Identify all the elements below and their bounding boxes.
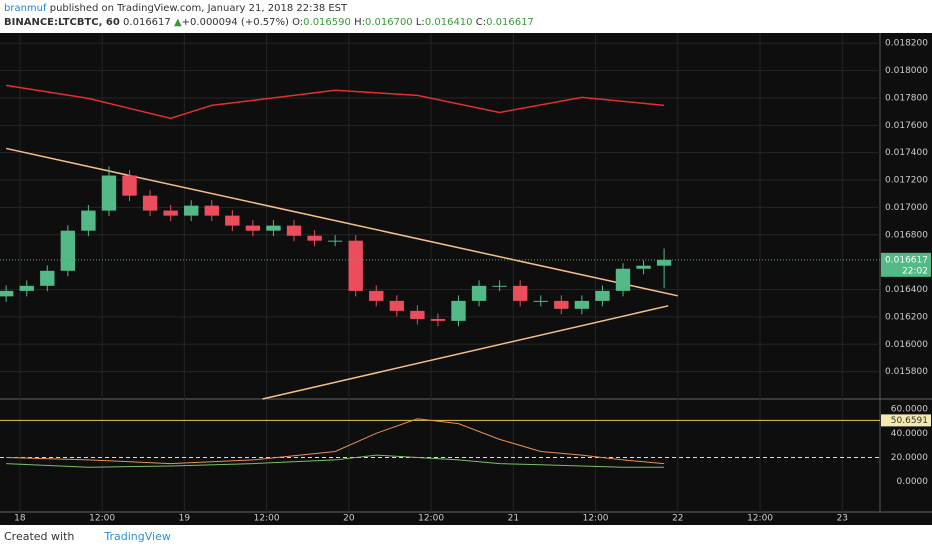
y-tick-label: 0.017200 [885,176,928,186]
candle-body [430,318,446,321]
candle-body [615,268,631,291]
x-tick-label: 12:00 [418,514,444,524]
candle-body [163,210,178,216]
brand[interactable]: TradingView [104,530,171,543]
background [0,33,932,525]
candle-body [40,270,55,286]
candle-body [656,259,672,266]
header: branmuf published on TradingView.com, Ja… [4,2,534,30]
indicator-line [262,305,669,400]
y-tick-label: 40.0000 [891,429,928,439]
high: 0.016700 [364,17,413,28]
c-label: C: [475,17,487,28]
y-tick-label: 0.017400 [885,148,928,158]
y-tick-label: 0.017600 [885,121,928,131]
change: +0.000094 (+0.57%) [181,17,289,28]
candle-body [19,285,34,291]
candle-body [389,300,405,311]
current-box [881,414,931,427]
l-label: L: [415,17,425,28]
candle-body [492,285,507,287]
y-tick-label: 0.016800 [885,230,928,240]
candle-body [533,300,548,302]
arrow: ▲ [173,17,182,28]
candle-body [245,225,261,231]
candle-body [204,205,219,216]
candle-body [60,230,76,271]
x-tick-label: 12:00 [747,514,773,524]
y-tick-label: 0.0000 [897,477,929,487]
y-tick-label: 0.017800 [885,93,928,103]
x-tick-label: 18 [14,514,26,524]
y-tick-label: 0.016400 [885,285,928,295]
current-label: 50.6591 [891,416,928,426]
candle-body [286,225,302,236]
close: 0.016617 [486,17,534,28]
open: 0.016590 [303,17,351,28]
last-price-box [881,252,931,277]
y-tick-label: 0.016000 [885,340,928,350]
candle-body [122,175,137,196]
x-tick-label: 22 [672,514,683,524]
x-tick-label: 12:00 [254,514,280,524]
y-tick-label: 60.0000 [891,405,928,415]
publish-line: branmuf published on TradingView.com, Ja… [4,2,534,16]
candle-body [574,300,590,309]
x-tick-label: 19 [179,514,191,524]
chart: 18 12:00 19 12:00 20 12:00 21 12:00 22 12:00 23 0.0… [0,33,932,525]
countdown: 22:02 [902,266,928,276]
candle-body [81,210,96,231]
candle-body [554,300,569,309]
candle-body [595,290,610,301]
candle-body [266,225,281,231]
h-label: H: [354,17,365,28]
candle-body [0,290,14,297]
symbol-line: BINANCE:LTCBTC, 60 0.016617 ▲+0.000094 (… [4,16,534,30]
low: 0.016410 [424,17,473,28]
y-tick-label: 0.017000 [885,203,928,213]
footer: Created with TradingView [4,530,171,543]
last: 0.016617 [123,17,171,28]
published: published on TradingView.com, January 21… [49,3,348,14]
indicator-line [6,84,665,120]
candle-body [451,300,466,321]
y-tick-label: 0.018000 [885,66,928,76]
candle-body [636,265,651,269]
x-tick-label: 12:00 [583,514,609,524]
last-price-label: 0.016617 [885,255,928,265]
x-tick-label: 23 [837,514,848,524]
candle-body [142,195,158,211]
candle-body [225,215,240,226]
candle-body [369,290,384,301]
candle-body [410,310,425,319]
created: Created with [4,530,75,543]
oscillator-line [6,454,665,468]
symbol: BINANCE:LTCBTC, 60 [4,17,120,28]
y-tick-label: 0.016200 [885,312,928,322]
x-tick-label: 21 [508,514,519,524]
candle-body [327,240,343,242]
indicator-line [6,147,678,297]
candle-body [512,285,528,301]
candle-body [307,235,322,241]
candle-body [184,205,199,216]
x-tick-label: 12:00 [89,514,115,524]
author[interactable]: branmuf [4,3,47,14]
x-tick-label: 20 [343,514,355,524]
candle-body [471,285,487,301]
o-label: O: [292,17,304,28]
y-tick-label: 0.015800 [885,367,928,377]
y-tick-label: 0.018200 [885,39,928,49]
candle-body [101,175,117,211]
y-tick-label: 20.0000 [891,453,928,463]
oscillator-line [6,418,665,465]
candle-body [348,240,363,291]
